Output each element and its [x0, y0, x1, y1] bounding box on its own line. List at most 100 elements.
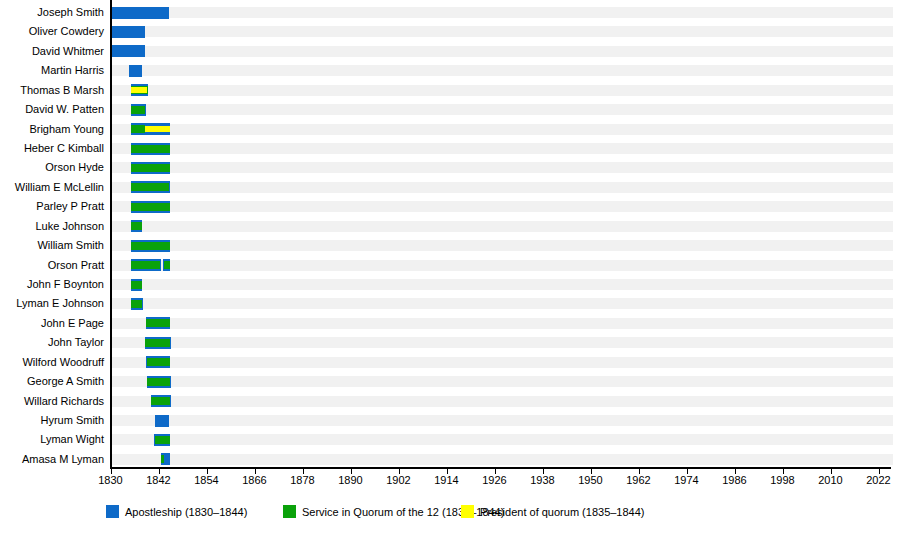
- tick-label: 1950: [571, 474, 611, 486]
- row-stripe: [111, 318, 893, 329]
- row-label: Amasa M Lyman: [0, 453, 104, 466]
- row-stripe: [111, 162, 893, 173]
- quorum-swatch-icon: [283, 505, 296, 518]
- row-label: Wilford Woodruff: [0, 356, 104, 369]
- tick-label: 1914: [427, 474, 467, 486]
- row-label: John Taylor: [0, 336, 104, 349]
- row-label: Luke Johnson: [0, 220, 104, 233]
- row-stripe: [111, 65, 893, 76]
- row-stripe: [111, 124, 893, 135]
- tick-label: 1854: [187, 474, 227, 486]
- timeline-bar-segment-president: [131, 87, 147, 93]
- row-label: Willard Richards: [0, 395, 104, 408]
- row-label: Lyman E Johnson: [0, 297, 104, 310]
- row-label: Parley P Pratt: [0, 200, 104, 213]
- legend-label: President of quorum (1835–1844): [480, 506, 645, 518]
- row-stripe: [111, 337, 893, 348]
- row-label: David W. Patten: [0, 103, 104, 116]
- timeline-bar-segment-quorum: [146, 319, 170, 327]
- timeline-bar-segment-quorum: [131, 106, 145, 114]
- row-stripe: [111, 26, 893, 37]
- row-stripe: [111, 182, 893, 193]
- tick-label: 1866: [235, 474, 275, 486]
- tick-label: 1986: [715, 474, 755, 486]
- tick-label: 1962: [619, 474, 659, 486]
- row-label: William Smith: [0, 239, 104, 252]
- row-label: Orson Hyde: [0, 161, 104, 174]
- row-label: Orson Pratt: [0, 259, 104, 272]
- timeline-bar-segment-quorum: [131, 281, 141, 289]
- row-stripe: [111, 260, 893, 271]
- tick-label: 1890: [331, 474, 371, 486]
- row-stripe: [111, 104, 893, 115]
- timeline-bar-segment-president: [145, 126, 170, 132]
- row-label: David Whitmer: [0, 45, 104, 58]
- row-stripe: [111, 434, 893, 445]
- row-stripe: [111, 240, 893, 251]
- row-label: Brigham Young: [0, 123, 104, 136]
- legend-label: Apostleship (1830–1844): [125, 506, 247, 518]
- timeline-bar-segment-quorum: [147, 378, 170, 386]
- legend-label: Service in Quorum of the 12 (1835–1844): [302, 506, 504, 518]
- tick-label: 1974: [667, 474, 707, 486]
- row-label: Martin Harris: [0, 64, 104, 77]
- timeline-bar-segment-apostleship: [111, 45, 145, 57]
- timeline-bar-segment-quorum: [147, 358, 171, 366]
- tick-label: 2022: [859, 474, 899, 486]
- tick-label: 1938: [523, 474, 563, 486]
- row-stripe: [111, 396, 893, 407]
- row-stripe: [111, 279, 893, 290]
- row-stripe: [111, 221, 893, 232]
- x-axis-line: [110, 467, 891, 469]
- timeline-bar-segment-quorum: [131, 222, 142, 230]
- timeline-bar-segment-apostleship: [111, 7, 169, 19]
- row-label: Joseph Smith: [0, 6, 104, 19]
- tick-label: 1878: [283, 474, 323, 486]
- legend: Apostleship (1830–1844) Service in Quoru…: [0, 504, 900, 520]
- row-stripe: [111, 415, 893, 426]
- tick-label: 1998: [763, 474, 803, 486]
- row-label: Oliver Cowdery: [0, 25, 104, 38]
- row-stripe: [111, 143, 893, 154]
- row-label: George A Smith: [0, 375, 104, 388]
- row-stripe: [111, 7, 893, 18]
- row-stripe: [111, 298, 893, 309]
- timeline-bar-segment-quorum: [131, 183, 169, 191]
- timeline-chart: Joseph Smith Oliver Cowdery David Whitmer M…: [0, 0, 900, 555]
- row-label: Heber C Kimball: [0, 142, 104, 155]
- timeline-bar-segment-apostleship: [129, 65, 142, 77]
- timeline-bar-segment-quorum: [131, 125, 145, 133]
- row-stripe: [111, 201, 893, 212]
- tick-label: 1926: [475, 474, 515, 486]
- row-label: John E Page: [0, 317, 104, 330]
- timeline-bar-segment-quorum: [155, 436, 171, 444]
- timeline-bar-segment-quorum: [164, 261, 170, 269]
- y-axis-line: [110, 0, 112, 468]
- row-label: Lyman Wight: [0, 433, 104, 446]
- timeline-bar-segment-quorum: [131, 145, 170, 153]
- tick-label: 2010: [811, 474, 851, 486]
- timeline-bar-segment-quorum: [131, 261, 160, 269]
- timeline-bar-segment-quorum: [131, 300, 142, 308]
- tick-label: 1842: [139, 474, 179, 486]
- row-stripe: [111, 454, 893, 465]
- tick-label: 1902: [379, 474, 419, 486]
- timeline-bar-segment-quorum: [131, 203, 170, 211]
- row-label: Thomas B Marsh: [0, 84, 104, 97]
- timeline-bar-segment-quorum: [161, 455, 164, 463]
- row-label: Hyrum Smith: [0, 414, 104, 427]
- timeline-bar-segment-quorum: [145, 339, 170, 347]
- timeline-bar-segment-apostleship: [155, 415, 169, 427]
- timeline-bar-segment-quorum: [131, 164, 169, 172]
- tick-label: 1830: [91, 474, 131, 486]
- president-swatch-icon: [461, 505, 474, 518]
- timeline-bar-segment-quorum: [151, 397, 170, 405]
- timeline-bar-segment-quorum: [131, 242, 170, 250]
- row-stripe: [111, 46, 893, 57]
- apostleship-swatch-icon: [106, 505, 119, 518]
- row-stripe: [111, 376, 893, 387]
- row-label: William E McLellin: [0, 181, 104, 194]
- row-stripe: [111, 85, 893, 96]
- row-stripe: [111, 357, 893, 368]
- row-label: John F Boynton: [0, 278, 104, 291]
